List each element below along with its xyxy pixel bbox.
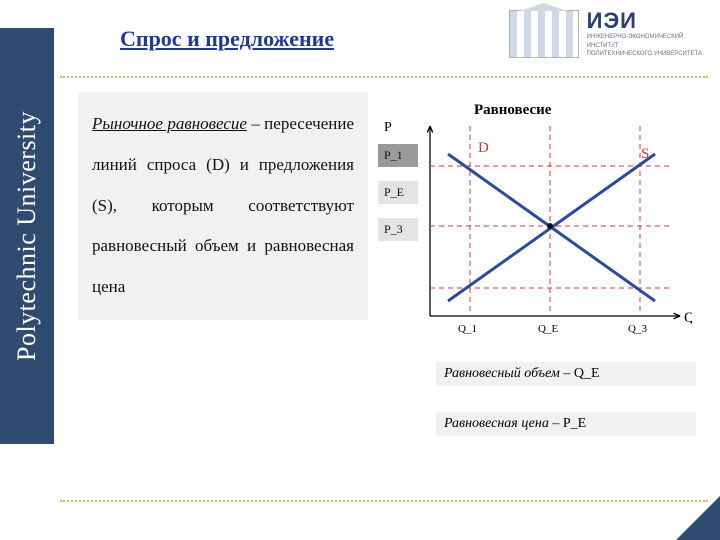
svg-text:Q_E: Q_E	[538, 323, 558, 335]
svg-text:Q: Q	[684, 310, 692, 326]
caption-price-a: Равновесная цена	[444, 416, 549, 431]
logo-line2: ИНСТИТУТ	[587, 43, 702, 50]
definition-rest: пересечение линий спроса (D) и предложен…	[92, 114, 354, 296]
logo-abbr: ИЭИ	[587, 10, 702, 32]
chart-title: Равновесие	[474, 102, 551, 119]
tick-p3: P_3	[378, 218, 418, 241]
definition-term: Рыночное равновесие	[92, 114, 247, 133]
caption-price-b: – P_E	[549, 416, 586, 431]
definition-box: Рыночное равновесие – пересечение линий …	[78, 92, 368, 320]
sidebar: Polytechnic University	[0, 28, 54, 444]
divider-top	[60, 76, 708, 78]
page-title: Спрос и предложение	[120, 26, 334, 52]
caption-volume-b: – Q_E	[560, 366, 600, 381]
svg-text:D: D	[478, 140, 489, 156]
svg-text:Q_3: Q_3	[628, 323, 647, 335]
logo-line1: ИНЖЕНЕРНО-ЭКОНОМИЧЕСКИЙ	[587, 34, 702, 41]
chart-svg: D S Q_1 Q_E Q_3 Q	[424, 108, 692, 338]
logo-text: ИЭИ ИНЖЕНЕРНО-ЭКОНОМИЧЕСКИЙ ИНСТИТУТ ПОЛ…	[587, 10, 702, 58]
logo: ИЭИ ИНЖЕНЕРНО-ЭКОНОМИЧЕСКИЙ ИНСТИТУТ ПОЛ…	[509, 10, 702, 58]
definition-dash: –	[247, 114, 260, 133]
caption-price: Равновесная цена – P_E	[436, 412, 696, 436]
tick-pe: P_E	[378, 181, 418, 204]
corner-decoration	[676, 496, 720, 540]
axis-label-p: P	[378, 118, 418, 138]
logo-line3: ПОЛИТЕХНИЧЕСКОГО УНИВЕРСИТЕТА	[587, 51, 702, 58]
sidebar-label: Polytechnic University	[12, 111, 42, 361]
tick-p1: P_1	[378, 144, 418, 167]
equilibrium-chart: Равновесие DSQ_1Q_EQ_3Q	[424, 108, 692, 338]
svg-text:Q_1: Q_1	[458, 323, 477, 335]
caption-volume: Равновесный объем – Q_E	[436, 362, 696, 386]
divider-bottom	[60, 500, 708, 502]
svg-text:S: S	[641, 146, 649, 162]
p-axis-labels: P P_1 P_E P_3	[378, 118, 418, 241]
logo-building-icon	[509, 10, 579, 58]
caption-volume-a: Равновесный объем	[444, 366, 560, 381]
